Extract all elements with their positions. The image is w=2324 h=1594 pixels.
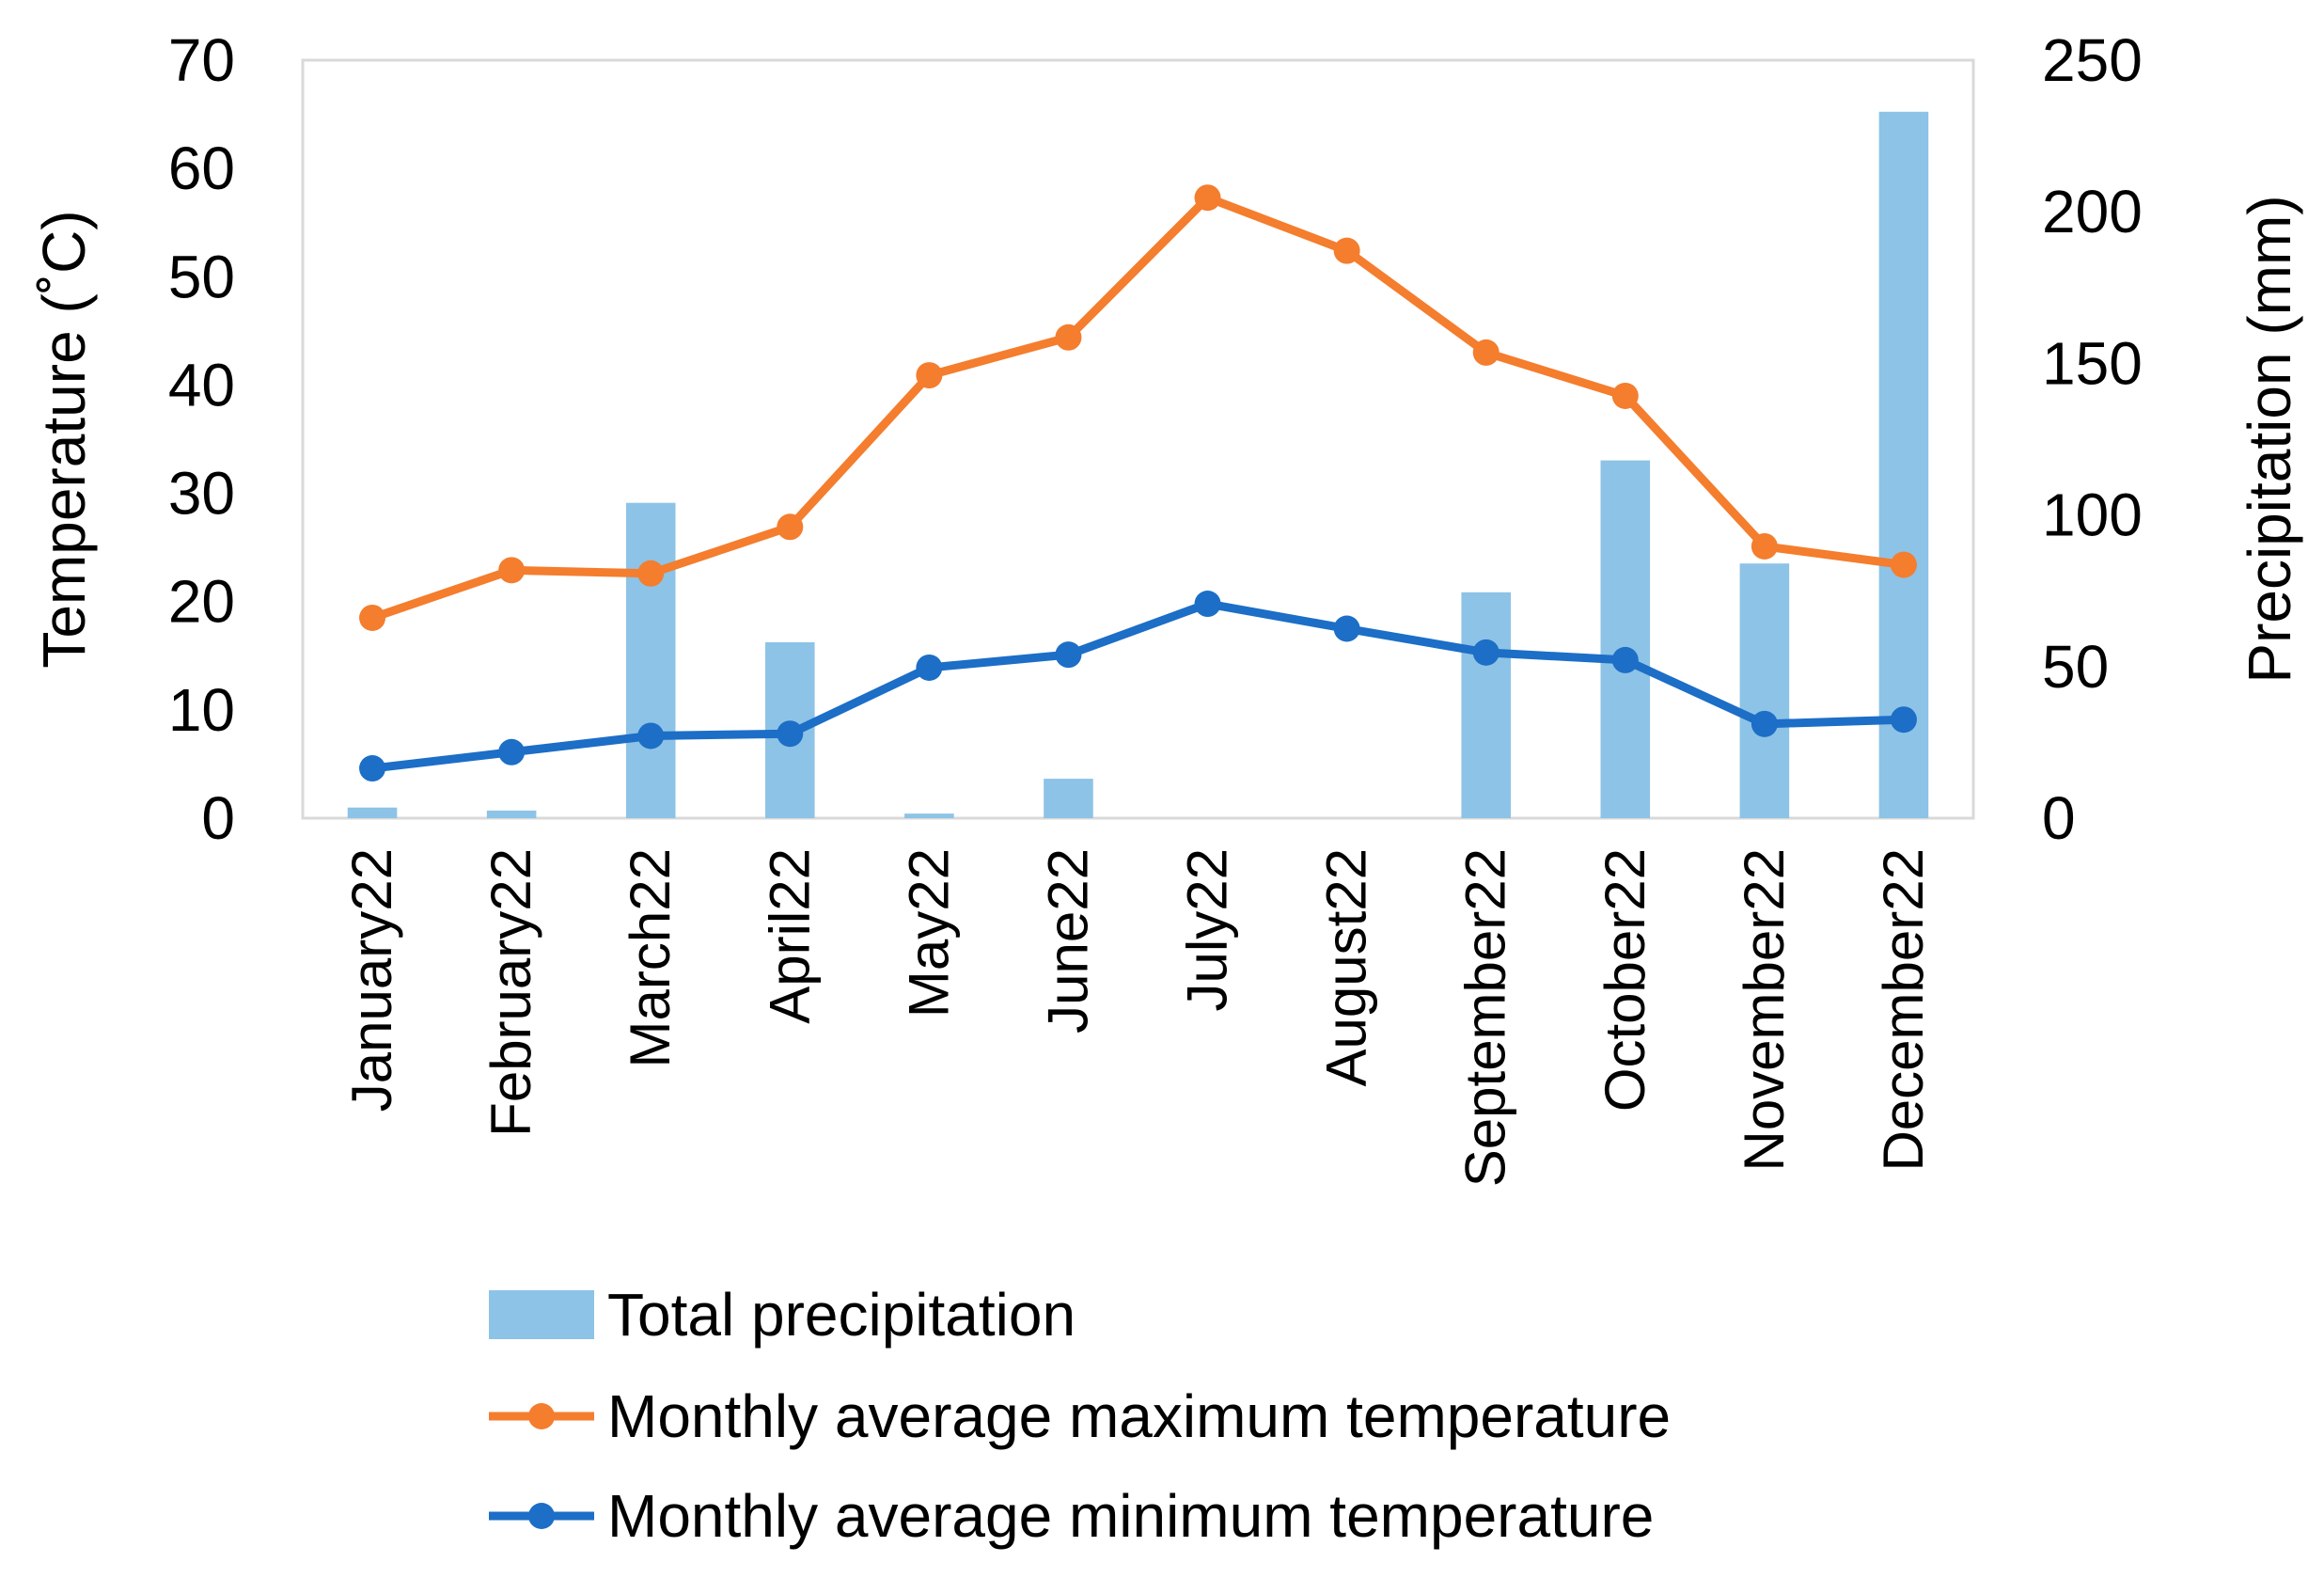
x-tick-label-May22: May22	[897, 848, 960, 1018]
legend-label: Monthly average minimum temperature	[607, 1482, 1654, 1550]
right-axis-title: Precipitation (mm)	[2236, 195, 2303, 683]
x-tick-label-June22: June22	[1036, 848, 1099, 1034]
min-temp-point-February22	[498, 738, 526, 765]
left-tick-label: 30	[168, 460, 235, 528]
precipitation-bar-May22	[904, 813, 954, 818]
x-tick-label-March22: March22	[619, 848, 682, 1067]
max-temp-point-February22	[498, 557, 526, 584]
right-tick-label: 100	[2042, 481, 2143, 549]
left-tick-label: 0	[201, 784, 235, 852]
precipitation-bar-June22	[1044, 779, 1093, 818]
min-temp-point-August22	[1333, 615, 1360, 642]
left-axis-title: Temperature (˚C)	[30, 210, 98, 668]
max-temp-point-December22	[1890, 551, 1917, 578]
left-tick-label: 60	[168, 134, 235, 202]
left-tick-label: 70	[168, 26, 235, 94]
x-tick-label-July22: July22	[1176, 848, 1239, 1011]
min-temp-point-June22	[1055, 641, 1082, 669]
precipitation-bar-January22	[347, 807, 398, 818]
left-tick-label: 20	[168, 568, 235, 636]
min-temp-line	[368, 599, 1908, 773]
x-tick-label-December22: December22	[1872, 848, 1935, 1172]
precipitation-bar-March22	[625, 502, 676, 818]
max-temp-point-April22	[777, 513, 804, 541]
left-tick-label: 40	[168, 351, 235, 418]
legend-min-temp-marker	[528, 1503, 555, 1529]
legend-label: Monthly average maximum temperature	[607, 1382, 1671, 1450]
right-tick-label: 0	[2042, 784, 2076, 852]
precipitation-bar-December22	[1878, 111, 1929, 819]
max-temp-point-July22	[1194, 184, 1221, 212]
min-temp-point-May22	[916, 654, 943, 681]
max-temp-point-November22	[1751, 532, 1778, 560]
right-tick-label: 250	[2042, 26, 2143, 94]
x-tick-label-October22: October22	[1594, 848, 1657, 1112]
x-tick-label-November22: November22	[1733, 848, 1796, 1172]
left-tick-label: 10	[168, 676, 235, 744]
min-temp-point-July22	[1194, 591, 1221, 618]
min-temp-point-January22	[359, 755, 386, 782]
min-temp-point-October22	[1611, 646, 1639, 673]
right-tick-label: 50	[2042, 633, 2109, 701]
precipitation-bar-February22	[486, 810, 537, 818]
x-tick-label-August22: August22	[1315, 848, 1378, 1087]
max-temp-point-September22	[1472, 339, 1500, 366]
x-tick-label-January22: January22	[340, 848, 403, 1112]
precipitation-bar-October22	[1600, 460, 1651, 818]
right-tick-label: 200	[2042, 178, 2143, 245]
max-temp-point-January22	[359, 604, 386, 631]
min-temp-point-September22	[1472, 639, 1500, 666]
right-tick-label: 150	[2042, 329, 2143, 397]
max-temp-point-May22	[916, 362, 943, 389]
left-tick-label: 50	[168, 243, 235, 310]
legend-max-temp-marker	[528, 1403, 555, 1429]
min-temp-point-December22	[1890, 706, 1917, 734]
max-temp-point-June22	[1055, 324, 1082, 351]
legend-label: Total precipitation	[607, 1281, 1076, 1349]
x-tick-label-April22: April22	[758, 848, 821, 1024]
precipitation-bar-November22	[1739, 563, 1790, 818]
legend-precipitation-swatch	[489, 1290, 594, 1339]
max-temp-point-October22	[1611, 382, 1639, 409]
precipitation-bar-September22	[1461, 592, 1511, 818]
min-temp-point-November22	[1751, 710, 1778, 737]
plot-area-border	[301, 58, 1975, 820]
x-tick-label-September22: September22	[1454, 848, 1517, 1187]
min-temp-point-March22	[637, 722, 665, 750]
max-temp-point-August22	[1333, 237, 1360, 264]
max-temp-line	[368, 193, 1908, 623]
max-temp-point-March22	[637, 560, 665, 587]
x-tick-label-February22: February22	[479, 848, 542, 1137]
min-temp-point-April22	[777, 720, 804, 748]
